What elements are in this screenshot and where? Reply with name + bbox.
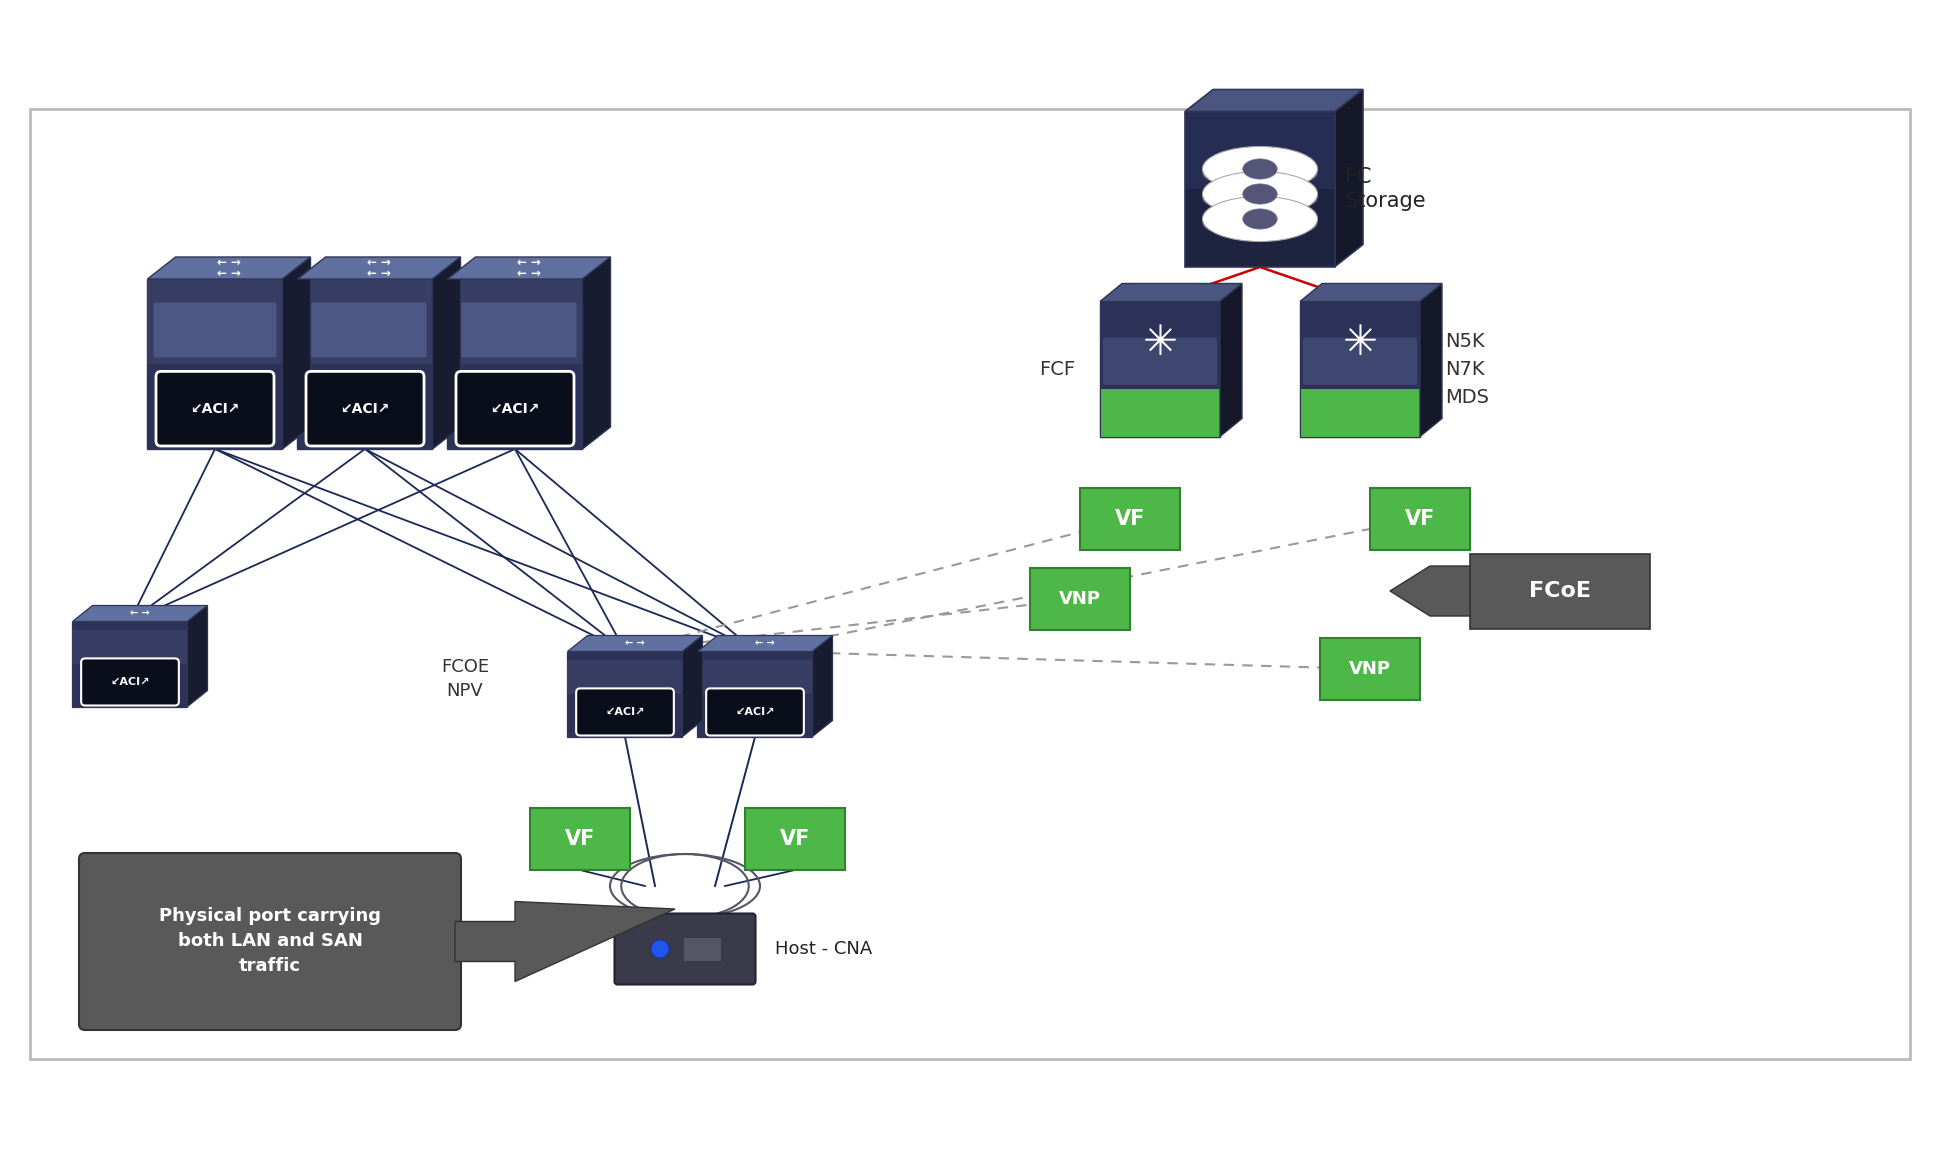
Text: VNP: VNP	[1060, 590, 1101, 609]
Text: VF: VF	[1114, 509, 1145, 529]
Text: ← →: ← →	[130, 609, 149, 619]
Text: Physical port carrying
both LAN and SAN
traffic: Physical port carrying both LAN and SAN …	[159, 908, 380, 975]
Text: ↙ACI↗: ↙ACI↗	[736, 707, 774, 717]
Bar	[297, 279, 433, 449]
Text: N5K
N7K
MDS: N5K N7K MDS	[1444, 332, 1489, 406]
FancyBboxPatch shape	[576, 688, 674, 736]
Text: VF: VF	[1405, 509, 1434, 529]
Bar	[1469, 554, 1650, 628]
Text: Host - CNA: Host - CNA	[774, 940, 872, 958]
FancyBboxPatch shape	[155, 371, 274, 446]
Polygon shape	[567, 635, 703, 652]
Polygon shape	[1101, 284, 1242, 301]
Bar	[683, 937, 720, 961]
Bar	[148, 279, 283, 364]
Polygon shape	[188, 605, 208, 707]
Bar	[1300, 301, 1421, 388]
Text: FC
Storage: FC Storage	[1345, 167, 1427, 210]
Text: VNP: VNP	[1349, 660, 1392, 677]
Ellipse shape	[1203, 160, 1318, 188]
Bar	[1186, 111, 1335, 189]
Ellipse shape	[1203, 146, 1318, 192]
Polygon shape	[297, 257, 460, 279]
FancyBboxPatch shape	[153, 303, 276, 357]
FancyBboxPatch shape	[303, 303, 427, 357]
Polygon shape	[148, 257, 311, 279]
FancyBboxPatch shape	[1302, 338, 1417, 385]
Bar	[567, 660, 683, 694]
Bar	[1079, 488, 1180, 550]
Polygon shape	[283, 257, 311, 449]
Ellipse shape	[1203, 210, 1318, 237]
Polygon shape	[1335, 90, 1363, 266]
Bar	[1101, 301, 1221, 388]
Bar	[448, 279, 582, 364]
Ellipse shape	[1203, 172, 1318, 216]
Text: ↙ACI↗: ↙ACI↗	[111, 677, 149, 687]
Text: ↙ACI↗: ↙ACI↗	[190, 402, 239, 416]
Polygon shape	[697, 635, 833, 652]
Text: ← →: ← →	[625, 639, 644, 648]
Polygon shape	[448, 257, 611, 279]
Text: FCoE: FCoE	[1530, 580, 1592, 602]
Bar	[697, 660, 813, 694]
Text: ↙ACI↗: ↙ACI↗	[491, 402, 540, 416]
Text: VF: VF	[780, 829, 809, 849]
Bar	[1186, 111, 1335, 266]
Bar	[72, 630, 188, 663]
Text: ← →
← →: ← → ← →	[217, 256, 241, 280]
Text: ↙ACI↗: ↙ACI↗	[340, 402, 390, 416]
Ellipse shape	[650, 940, 670, 958]
FancyBboxPatch shape	[307, 371, 423, 446]
Ellipse shape	[1242, 159, 1277, 179]
Polygon shape	[454, 902, 675, 981]
Polygon shape	[813, 635, 833, 737]
Bar	[1031, 568, 1130, 630]
Bar	[72, 621, 188, 707]
Ellipse shape	[1203, 186, 1318, 213]
Polygon shape	[1221, 284, 1242, 437]
FancyBboxPatch shape	[1102, 338, 1217, 385]
FancyBboxPatch shape	[707, 688, 804, 736]
Polygon shape	[582, 257, 611, 449]
Polygon shape	[1186, 90, 1363, 111]
Polygon shape	[683, 635, 703, 737]
Text: ← →: ← →	[755, 639, 774, 648]
Bar	[1320, 638, 1421, 700]
Text: ← →
← →: ← → ← →	[516, 256, 542, 280]
Bar	[148, 279, 283, 449]
Bar	[1300, 301, 1421, 437]
Bar	[1101, 388, 1221, 437]
FancyBboxPatch shape	[454, 303, 576, 357]
Text: FCOE
NPV: FCOE NPV	[441, 659, 489, 700]
Polygon shape	[1421, 284, 1442, 437]
FancyBboxPatch shape	[80, 853, 462, 1030]
Polygon shape	[1390, 566, 1469, 616]
Bar	[1101, 301, 1221, 437]
Polygon shape	[1300, 284, 1442, 301]
Text: ✳: ✳	[1343, 322, 1378, 364]
Text: ↙ACI↗: ↙ACI↗	[606, 707, 644, 717]
Polygon shape	[72, 605, 208, 621]
Bar	[697, 652, 813, 737]
Bar	[530, 808, 631, 870]
FancyBboxPatch shape	[82, 659, 179, 705]
Bar	[567, 652, 683, 737]
Text: VF: VF	[565, 829, 596, 849]
Ellipse shape	[1242, 209, 1277, 229]
FancyBboxPatch shape	[615, 913, 755, 985]
Text: ✳: ✳	[1143, 322, 1178, 364]
Bar	[297, 279, 433, 364]
Ellipse shape	[1242, 183, 1277, 204]
Bar	[1370, 488, 1469, 550]
Bar	[745, 808, 844, 870]
FancyBboxPatch shape	[456, 371, 575, 446]
Polygon shape	[433, 257, 460, 449]
Ellipse shape	[1203, 196, 1318, 242]
Bar	[448, 279, 582, 449]
Bar	[1300, 388, 1421, 437]
Text: ← →
← →: ← → ← →	[367, 256, 390, 280]
Text: FCF: FCF	[1038, 360, 1075, 378]
